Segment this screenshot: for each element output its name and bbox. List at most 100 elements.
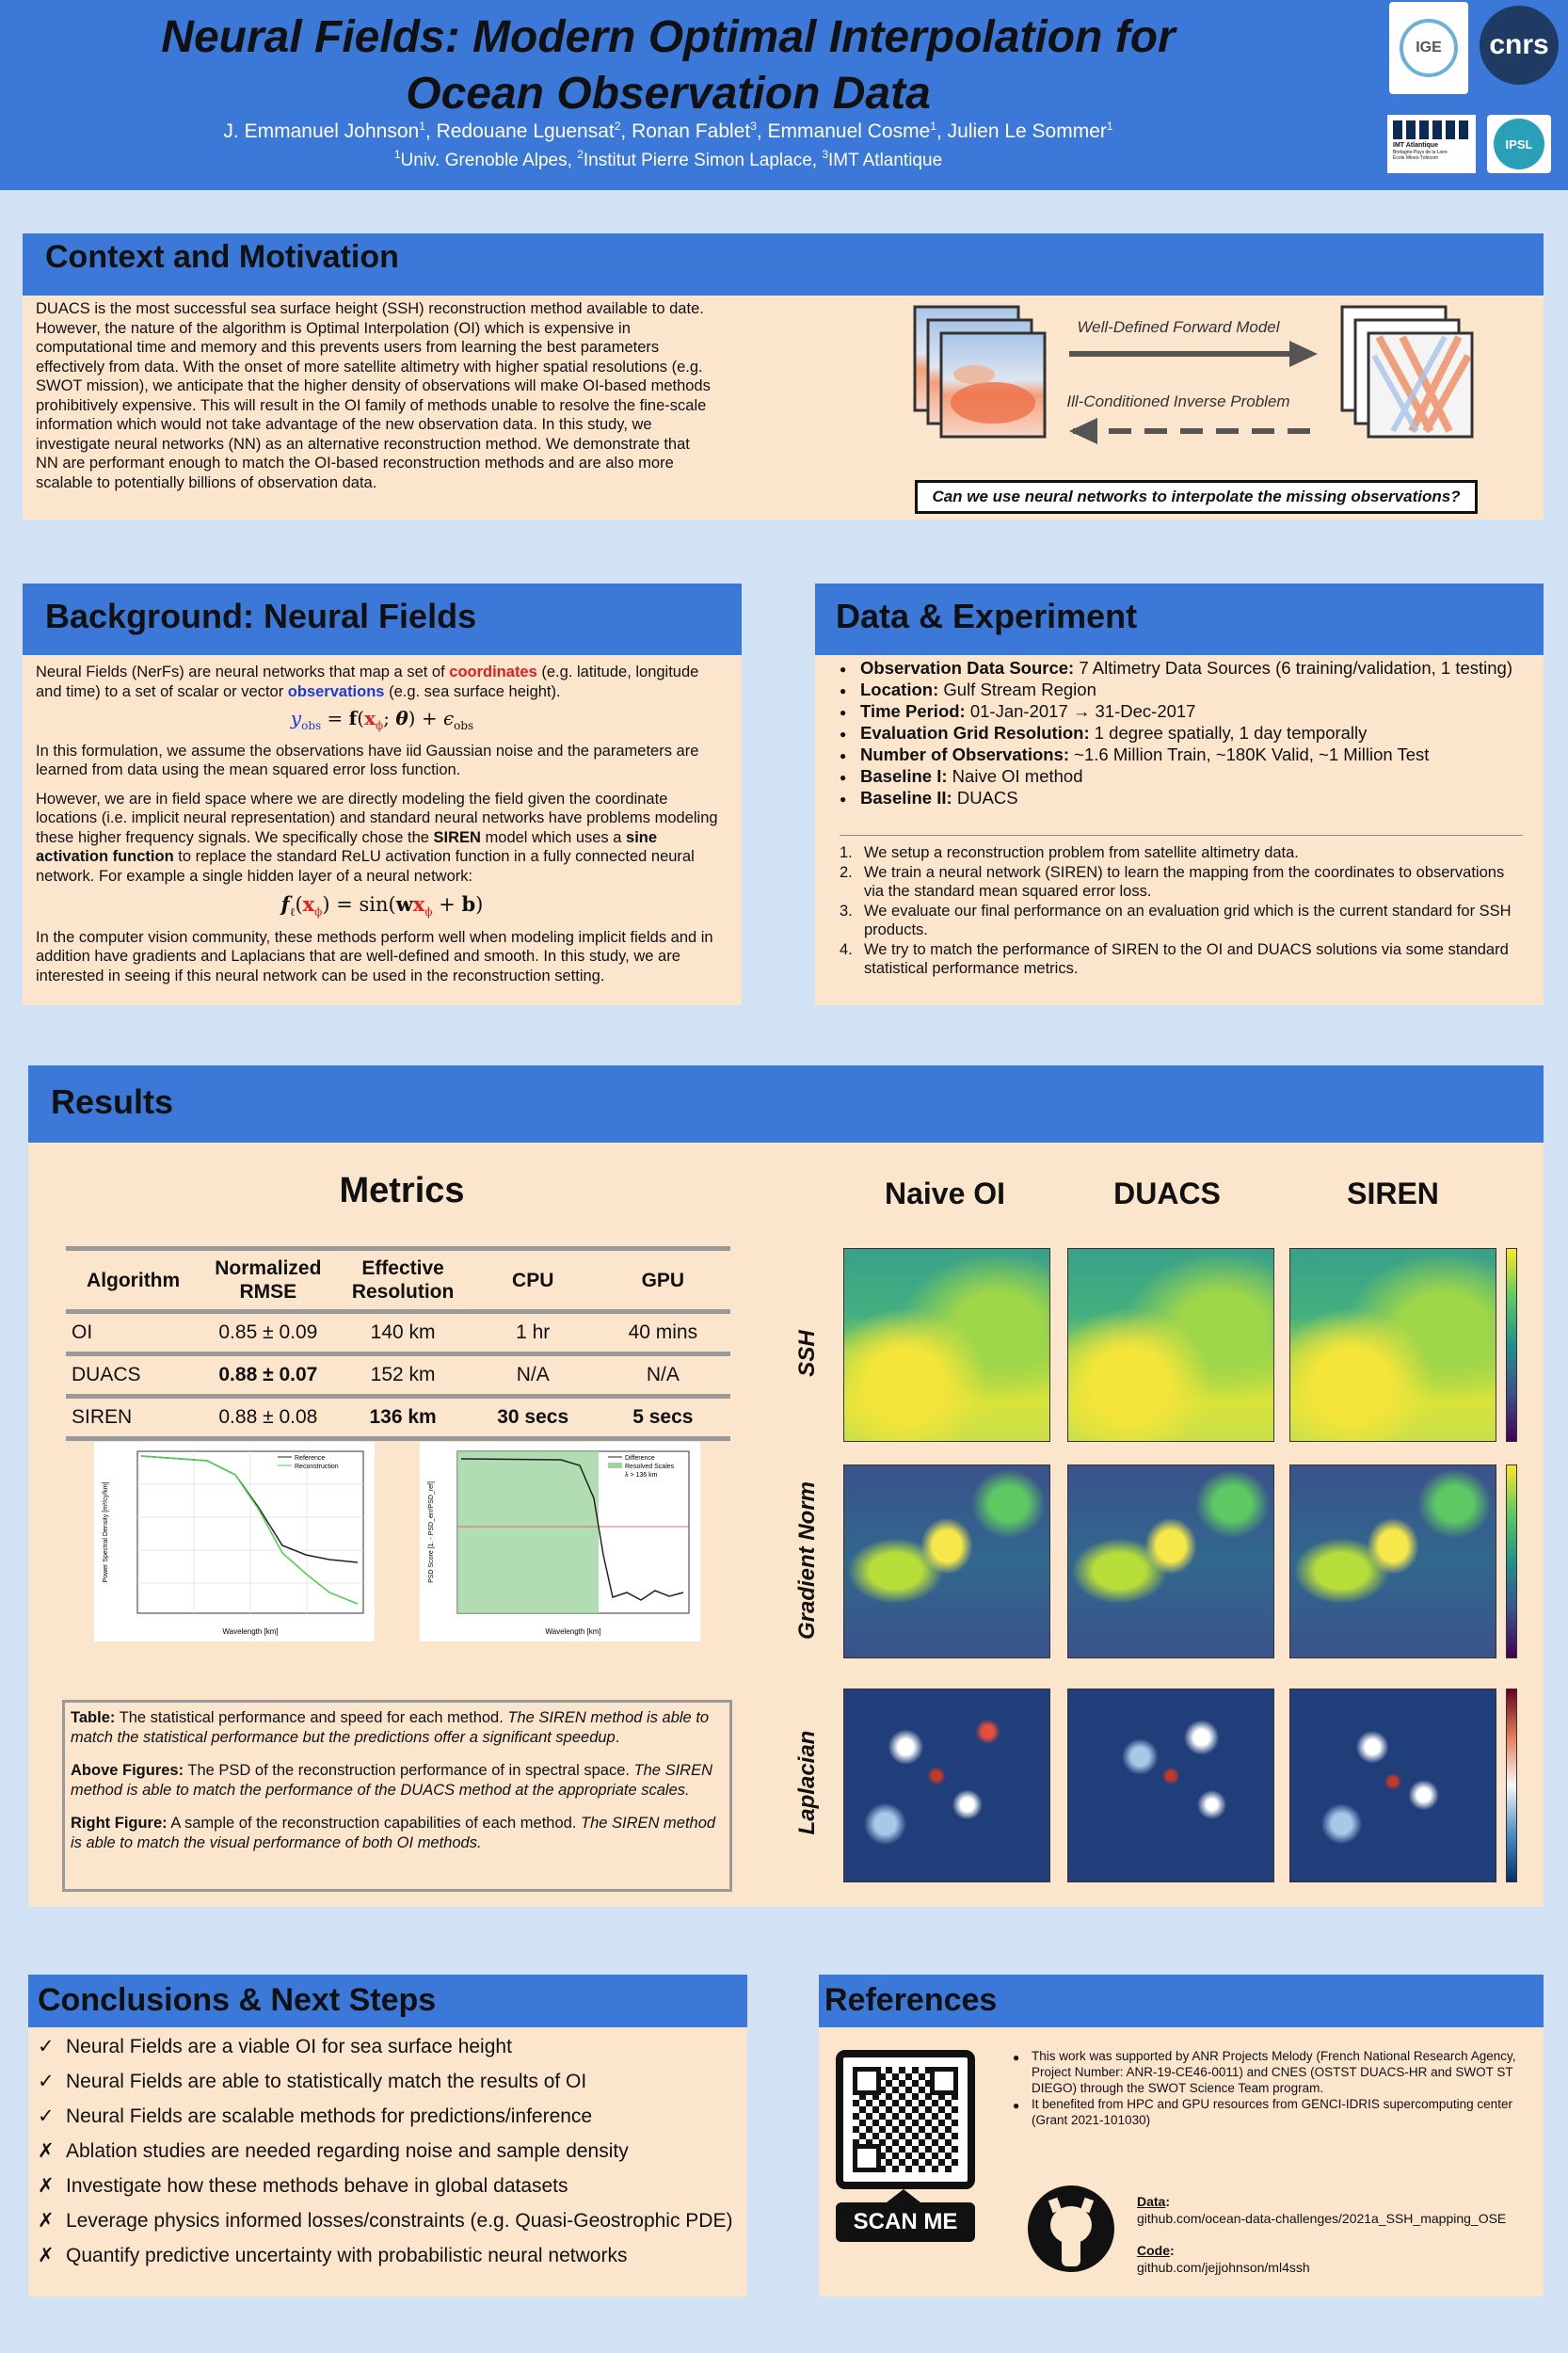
- field-stack-left: [913, 305, 1047, 439]
- table-row: DUACS 0.88 ± 0.07 152 km N/A N/A: [66, 1354, 730, 1397]
- conclusions-panel: [28, 1975, 747, 2297]
- forward-label: Well-Defined Forward Model: [1077, 318, 1280, 336]
- divider: [840, 835, 1523, 836]
- author-list: J. Emmanuel Johnson1, Redouane Lguensat2…: [223, 120, 1113, 142]
- figure-caption: Table: The statistical performance and s…: [62, 1700, 732, 1892]
- metrics-title: Metrics: [339, 1171, 465, 1210]
- metrics-table: Algorithm Normalized RMSE Effective Reso…: [66, 1246, 730, 1441]
- funding-item: It benefited from HPC and GPU resources …: [1013, 2096, 1521, 2128]
- forward-inverse-diagram: Well-Defined Forward Model Ill-Condition…: [913, 305, 1474, 444]
- reconstruction-line: [140, 1455, 359, 1605]
- inverse-arrowhead-icon: [1069, 418, 1097, 444]
- gradient-siren-map: [1289, 1465, 1496, 1658]
- conclusions-list: ✓ Neural Fields are a viable OI for sea s…: [38, 2029, 734, 2273]
- background-p4: In the computer vision community, these …: [36, 928, 713, 984]
- reference-line: [140, 1455, 359, 1563]
- ssh-duacs-map: [1067, 1248, 1274, 1442]
- score-ylabel: PSD Score [1. - PSD_err/PSD_ref]: [428, 1481, 435, 1583]
- qr-pattern-icon: [853, 2067, 958, 2172]
- ssh-siren-map: [1289, 1248, 1496, 1442]
- table-row: OI 0.85 ± 0.09 140 km 1 hr 40 mins: [66, 1312, 730, 1354]
- funding-list: This work was supported by ANR Projects …: [1013, 2048, 1521, 2128]
- table-row: SIREN 0.88 ± 0.08 136 km 30 secs 5 secs: [66, 1397, 730, 1439]
- code-link[interactable]: github.com/jejjohnson/ml4ssh: [1137, 2260, 1310, 2275]
- background-p1: Neural Fields (NerFs) are neural network…: [36, 664, 699, 700]
- psd-score-plot: Difference Resolved Scales λ > 136 km Wa…: [420, 1442, 700, 1641]
- observation-equation: yobs = f(xϕ; θ) + ϵobs: [290, 707, 474, 732]
- title-line-1: Neural Fields: Modern Optimal Interpolat…: [161, 12, 1176, 62]
- row-label-gradient-norm: Gradient Norm: [794, 1481, 820, 1641]
- conclusion-item: ✓ Neural Fields are able to statistically…: [38, 2064, 734, 2099]
- background-p3: However, we are in field space where we …: [36, 790, 718, 885]
- ige-logo: IGE: [1389, 2, 1468, 94]
- step-item: 3. We evaluate our final performance on a…: [840, 902, 1512, 939]
- cross-icon: ✗: [38, 2245, 55, 2266]
- ssh-colorbar: [1506, 1248, 1517, 1442]
- gradient-colorbar: [1506, 1465, 1517, 1658]
- conclusion-item: ✓ Neural Fields are scalable methods for …: [38, 2099, 734, 2134]
- row-label-ssh: SSH: [794, 1330, 820, 1377]
- data-heading: Data & Experiment: [815, 584, 1544, 655]
- row-label-laplacian: Laplacian: [794, 1730, 820, 1835]
- legend-difference: Difference: [625, 1455, 655, 1462]
- ipsl-logo: IPSL: [1487, 115, 1551, 173]
- caption-right: Right Figure: A sample of the reconstruc…: [71, 1815, 716, 1851]
- references-heading: References: [819, 1975, 1544, 2027]
- psd-plot: Reference Reconstruction Wavelength [km]…: [94, 1442, 375, 1641]
- imt-logo: IMT Atlantique Bretagne-Pays de la Loire…: [1387, 115, 1476, 173]
- steps-list: 1. We setup a reconstruction problem from…: [840, 843, 1527, 979]
- gradient-duacs-map: [1067, 1465, 1274, 1658]
- cross-icon: ✗: [38, 2210, 55, 2232]
- qr-code[interactable]: [836, 2050, 975, 2189]
- repo-links: Data: github.com/ocean-data-challenges/2…: [1137, 2193, 1532, 2276]
- conclusion-item: ✗ Investigate how these methods behave in…: [38, 2169, 734, 2203]
- check-icon: ✓: [38, 2105, 55, 2127]
- data-link[interactable]: github.com/ocean-data-challenges/2021a_S…: [1137, 2211, 1507, 2226]
- caption-table: Table: The statistical performance and s…: [71, 1709, 710, 1746]
- affiliations: 1Univ. Grenoble Alpes, 2Institut Pierre …: [393, 148, 943, 170]
- siren-equation: fℓ(xϕ) = sin(wxϕ + b): [280, 892, 484, 920]
- psd-xlabel: Wavelength [km]: [222, 1627, 278, 1636]
- legend-lambda: λ > 136 km: [625, 1472, 658, 1479]
- conclusions-heading: Conclusions & Next Steps: [28, 1975, 747, 2027]
- data-item: Location: Gulf Stream Region: [840, 679, 1527, 702]
- table-header-row: Algorithm Normalized RMSE Effective Reso…: [66, 1248, 730, 1312]
- legend-reconstruction: Reconstruction: [295, 1464, 339, 1470]
- laplacian-naive-oi-map: [843, 1689, 1050, 1882]
- observation-stack-right: [1340, 305, 1474, 439]
- metrics-table-wrap: Algorithm Normalized RMSE Effective Reso…: [66, 1246, 730, 1441]
- caption-above: Above Figures: The PSD of the reconstruc…: [71, 1762, 712, 1799]
- gradient-naive-oi-map: [843, 1465, 1050, 1658]
- resolved-scales-area: [457, 1451, 599, 1613]
- conclusion-item: ✗ Quantify predictive uncertainty with pr…: [38, 2238, 734, 2273]
- context-text: DUACS is the most successful sea surface…: [36, 300, 711, 491]
- score-xlabel: Wavelength [km]: [545, 1627, 600, 1636]
- context-heading: Context and Motivation: [23, 233, 1544, 296]
- github-icon: [1028, 2185, 1114, 2272]
- data-item: Baseline II: DUACS: [840, 787, 1527, 810]
- scan-me-label: SCAN ME: [836, 2202, 975, 2242]
- background-body: Neural Fields (NerFs) are neural network…: [36, 663, 728, 985]
- cross-icon: ✗: [38, 2140, 55, 2162]
- research-question: Can we use neural networks to interpolat…: [915, 480, 1478, 514]
- data-item: Number of Observations: ~1.6 Million Tra…: [840, 744, 1527, 767]
- poster-header: [0, 0, 1568, 190]
- poster-title: Neural Fields: Modern Optimal Interpolat…: [113, 9, 1224, 122]
- results-heading: Results: [28, 1065, 1544, 1143]
- laplacian-siren-map: [1289, 1689, 1496, 1882]
- laplacian-colorbar: [1506, 1689, 1517, 1882]
- data-item: Observation Data Source: 7 Altimetry Dat…: [840, 657, 1527, 680]
- background-heading: Background: Neural Fields: [23, 584, 742, 655]
- conclusion-item: ✓ Neural Fields are a viable OI for sea s…: [38, 2029, 734, 2064]
- funding-item: This work was supported by ANR Projects …: [1013, 2048, 1521, 2096]
- data-item: Evaluation Grid Resolution: 1 degree spa…: [840, 722, 1527, 745]
- laplacian-duacs-map: [1067, 1689, 1274, 1882]
- column-label-naive-oi: Naive OI: [884, 1176, 1006, 1210]
- conclusion-item: ✗ Ablation studies are needed regarding n…: [38, 2134, 734, 2169]
- step-item: 2. We train a neural network (SIREN) to l…: [840, 863, 1505, 901]
- inverse-label: Ill-Conditioned Inverse Problem: [1066, 392, 1289, 410]
- column-label-duacs: DUACS: [1113, 1176, 1221, 1210]
- data-item: Baseline I: Naive OI method: [840, 765, 1527, 789]
- cross-icon: ✗: [38, 2175, 55, 2197]
- difference-line: [460, 1458, 684, 1601]
